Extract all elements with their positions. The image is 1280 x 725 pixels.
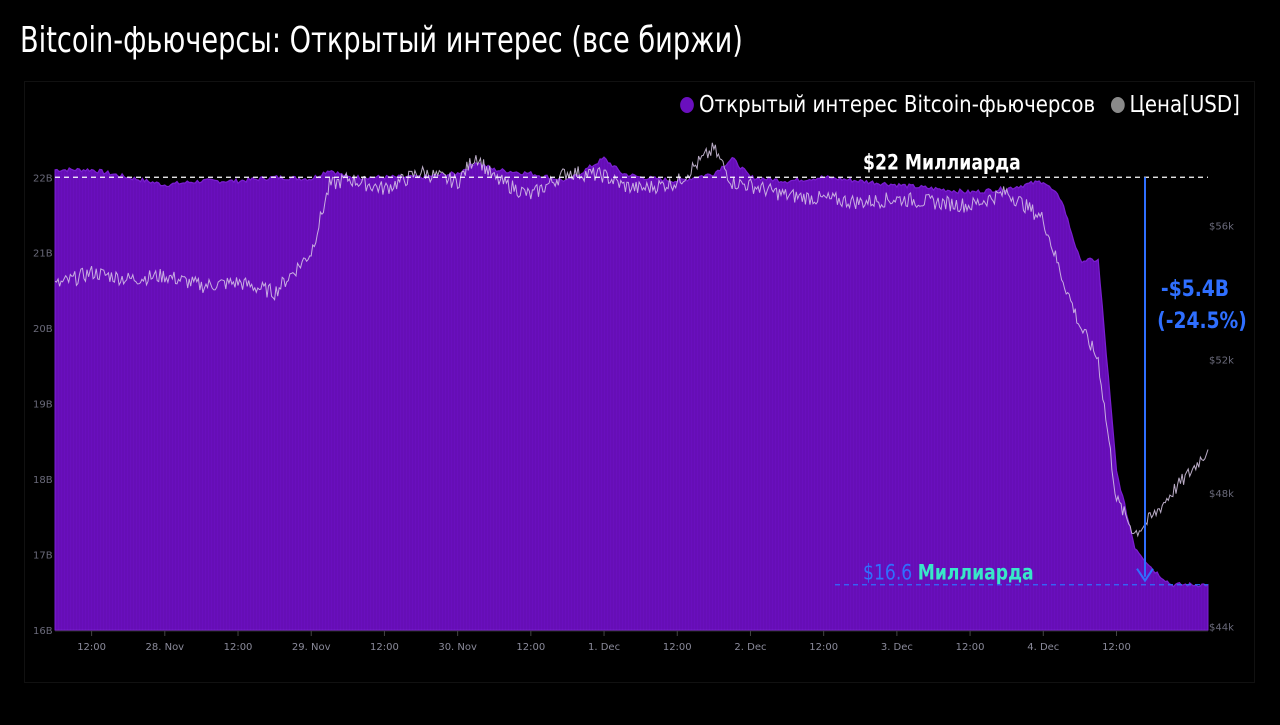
x-tick-label: 12:00 (77, 642, 106, 653)
chart-legend: Открытый интерес Bitcoin-фьючерсов Цена[… (680, 92, 1240, 118)
y-right-tick-label: $52k (1209, 355, 1234, 366)
y-left-tick-label: 16B (33, 626, 53, 637)
x-tick-label: 12:00 (663, 642, 692, 653)
y-left-tick-label: 18B (33, 475, 53, 486)
area-mask (55, 112, 1208, 587)
change-absolute-label: -$5.4B (1161, 276, 1229, 302)
x-tick-label: 29. Nov (292, 642, 331, 653)
label-16-6-value: $16.6 (863, 560, 918, 585)
x-tick-label: 2. Dec (734, 642, 766, 653)
legend-marker-open-interest (680, 97, 695, 113)
page-title: Bitcoin-фьючерсы: Открытый интерес (все … (20, 20, 743, 61)
label-22-billion: $22 Миллиарда (863, 150, 1021, 175)
y-right-tick-label: $56k (1209, 222, 1234, 233)
legend-marker-price (1110, 97, 1125, 113)
x-tick-label: 12:00 (370, 642, 399, 653)
x-tick-label: 4. Dec (1027, 642, 1059, 653)
open-interest-edge (54, 156, 1209, 588)
x-tick-label: 12:00 (224, 642, 253, 653)
y-left-tick-label: 19B (33, 400, 53, 411)
legend-item-price[interactable]: Цена[USD] (1110, 92, 1240, 118)
y-right-tick-label: $48k (1209, 489, 1234, 500)
label-16-6-unit: Миллиарда (918, 560, 1034, 585)
x-tick-label: 12:00 (956, 642, 985, 653)
x-tick-label: 12:00 (1102, 642, 1131, 653)
x-tick-label: 3. Dec (881, 642, 913, 653)
chart-panel: @BitOracle 16B17B18B19B20B21B22B$44k$48k… (24, 81, 1255, 683)
price-line (54, 142, 1209, 538)
x-tick-label: 1. Dec (588, 642, 620, 653)
drop-arrow-head (1136, 568, 1154, 583)
y-left-tick-label: 21B (33, 249, 53, 260)
legend-label-price: Цена[USD] (1129, 92, 1240, 118)
change-percent-label: (-24.5%) (1157, 308, 1247, 334)
x-tick-label: 30. Nov (438, 642, 477, 653)
x-tick-label: 28. Nov (146, 642, 185, 653)
legend-label-open-interest: Открытый интерес Bitcoin-фьючерсов (699, 92, 1096, 118)
x-tick-label: 12:00 (809, 642, 838, 653)
chart-svg: @BitOracle 16B17B18B19B20B21B22B$44k$48k… (33, 112, 1247, 653)
y-left-tick-label: 22B (33, 173, 53, 184)
y-left-tick-label: 17B (33, 551, 53, 562)
x-tick-label: 12:00 (516, 642, 545, 653)
y-right-tick-label: $44k (1209, 623, 1234, 634)
y-left-tick-label: 20B (33, 324, 53, 335)
label-16-6-billion: $16.6 Миллиарда (863, 560, 1034, 585)
legend-item-open-interest[interactable]: Открытый интерес Bitcoin-фьючерсов (680, 92, 1095, 118)
